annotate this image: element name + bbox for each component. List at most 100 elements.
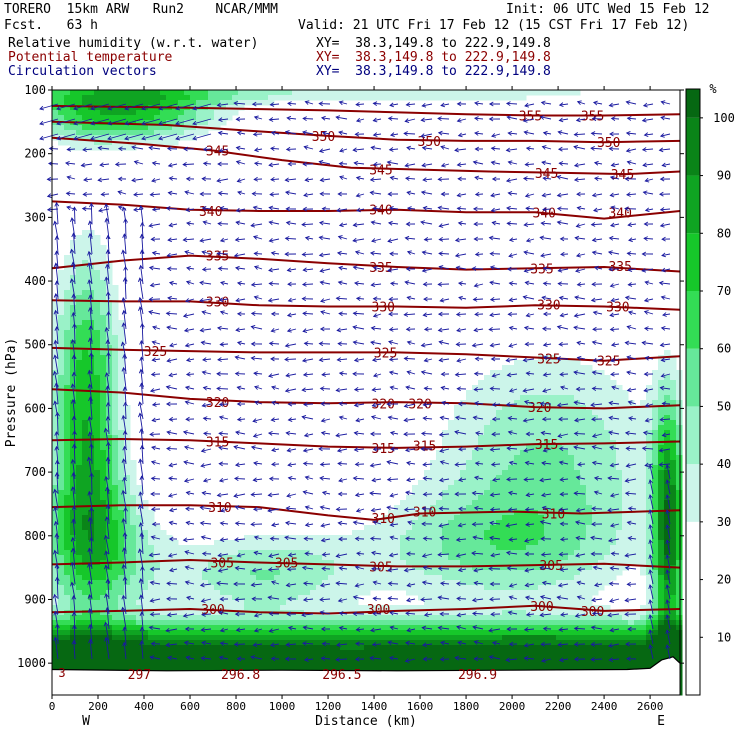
rh-cell [190,120,197,126]
rh-cell [454,435,461,441]
rh-cell [94,375,101,381]
rh-cell [676,520,683,526]
rh-cell [184,560,191,566]
rh-cell [286,95,293,101]
rh-cell [628,550,635,556]
rh-cell [628,560,635,566]
rh-cell [382,625,389,631]
rh-cell [358,535,365,541]
rh-cell [118,545,125,551]
rh-cell [112,100,119,106]
rh-cell [670,430,677,436]
rh-cell [316,585,323,591]
rh-cell [430,520,437,526]
rh-cell [646,650,653,656]
rh-cell [646,550,653,556]
rh-cell [484,445,491,451]
rh-cell [556,495,563,501]
rh-cell [94,530,101,536]
rh-cell [490,530,497,536]
rh-cell [100,250,107,256]
rh-cell [52,525,59,531]
rh-cell [76,575,83,581]
rh-cell [610,480,617,486]
rh-cell [388,90,395,96]
rh-cell [124,550,131,556]
rh-cell [520,590,527,596]
rh-cell [676,515,683,521]
rh-cell [514,525,521,531]
rh-cell [244,95,251,101]
rh-cell [610,520,617,526]
rh-cell [520,435,527,441]
rh-cell [424,585,431,591]
rh-cell [76,645,83,651]
rh-cell [94,615,101,621]
rh-cell [574,390,581,396]
rh-cell [652,600,659,606]
rh-cell [598,530,605,536]
rh-cell [658,520,665,526]
rh-cell [562,475,569,481]
rh-cell [112,315,119,321]
rh-cell [604,390,611,396]
rh-cell [598,435,605,441]
rh-cell [322,620,329,626]
rh-cell [388,525,395,531]
rh-cell [58,555,65,561]
rh-cell [670,590,677,596]
rh-cell [574,485,581,491]
rh-cell [604,625,611,631]
rh-cell [172,115,179,121]
rh-cell [178,600,185,606]
rh-cell [532,575,539,581]
rh-cell [112,625,119,631]
rh-cell [394,620,401,626]
rh-cell [94,145,101,151]
rh-cell [454,95,461,101]
rh-cell [178,90,185,96]
rh-cell [616,650,623,656]
rh-cell [610,455,617,461]
rh-cell [118,635,125,641]
rh-cell [370,630,377,636]
rh-cell [538,600,545,606]
rh-cell [466,90,473,96]
rh-cell [598,640,605,646]
rh-cell [298,565,305,571]
rh-cell [580,375,587,381]
rh-cell [184,645,191,651]
rh-cell [556,580,563,586]
rh-cell [610,450,617,456]
rh-cell [496,430,503,436]
rh-cell [442,645,449,651]
rh-cell [538,375,545,381]
rh-cell [592,470,599,476]
rh-cell [580,450,587,456]
rh-cell [58,520,65,526]
rh-cell [520,485,527,491]
rh-cell [472,570,479,576]
rh-cell [664,380,671,386]
rh-cell [568,565,575,571]
rh-cell [64,655,71,661]
rh-cell [538,385,545,391]
rh-cell [274,650,281,656]
rh-cell [124,475,131,481]
rh-cell [628,435,635,441]
rh-cell [400,610,407,616]
rh-cell [64,615,71,621]
rh-cell [214,555,221,561]
rh-cell [148,520,155,526]
rh-cell [622,450,629,456]
rh-cell [208,570,215,576]
rh-cell [232,560,239,566]
rh-cell [640,470,647,476]
rh-cell [538,515,545,521]
rh-cell [574,645,581,651]
rh-cell [622,500,629,506]
rh-cell [160,535,167,541]
rh-cell [226,100,233,106]
rh-cell [124,405,131,411]
rh-cell [574,540,581,546]
